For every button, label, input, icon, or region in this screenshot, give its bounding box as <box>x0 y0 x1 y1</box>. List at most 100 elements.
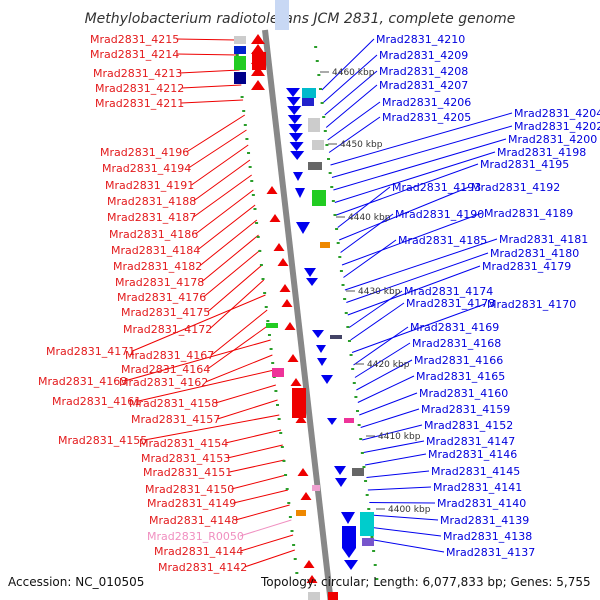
left-gene-label: Mrad2831_4172 <box>123 323 212 336</box>
forward-gene-arrow <box>295 415 307 423</box>
left-gene-label: Mrad2831_4171 <box>46 345 135 358</box>
track-dot <box>263 292 267 294</box>
right-connector <box>334 151 496 203</box>
gene-box <box>234 72 246 84</box>
left-gene-label: Mrad2831_4157 <box>131 413 220 426</box>
track-dot <box>287 502 291 504</box>
reverse-gene-arrow <box>286 88 300 97</box>
gene-box <box>234 56 246 70</box>
right-gene-label: Mrad2831_4193 <box>392 181 481 194</box>
left-gene-label: Mrad2831_4164 <box>121 363 210 376</box>
right-gene-label: Mrad2831_4181 <box>499 233 588 246</box>
left-gene-label: Mrad2831_4182 <box>113 260 202 273</box>
right-connector <box>357 375 415 403</box>
track-dot <box>255 222 259 224</box>
track-dot <box>293 558 297 560</box>
track-dot <box>333 214 337 216</box>
track-dot <box>362 466 366 468</box>
left-connector <box>205 354 273 383</box>
right-connector <box>353 326 409 366</box>
left-connector <box>207 264 263 313</box>
right-connector <box>325 84 378 128</box>
track-dot <box>318 88 322 90</box>
gene-block <box>342 526 356 548</box>
left-connector <box>229 459 285 473</box>
track-dot <box>247 152 251 154</box>
track-dot <box>274 390 278 392</box>
gene-box <box>312 140 324 150</box>
track-dot <box>282 460 286 462</box>
reverse-gene-arrow <box>341 512 355 524</box>
track-dot <box>258 250 262 252</box>
left-connector <box>239 519 292 537</box>
reverse-gene-arrow <box>287 106 302 115</box>
track-dot <box>365 494 369 496</box>
track-dot <box>269 348 273 350</box>
track-dot <box>359 438 363 440</box>
right-connector <box>348 290 403 328</box>
right-gene-label: Mrad2831_4206 <box>382 96 471 109</box>
right-connector <box>328 116 381 153</box>
left-gene-label: Mrad2831_4155 <box>58 434 147 447</box>
reverse-gene-arrow <box>327 418 337 425</box>
track-dot <box>323 130 327 132</box>
reverse-gene-arrow <box>317 358 327 366</box>
reverse-gene-arrow <box>288 124 303 133</box>
forward-gene-arrow <box>251 44 265 54</box>
right-gene-label: Mrad2831_4169 <box>410 321 499 334</box>
gene-box <box>308 118 320 132</box>
right-gene-label: Mrad2831_4209 <box>379 49 468 62</box>
right-connector <box>333 138 507 191</box>
right-gene-label: Mrad2831_4146 <box>428 448 517 461</box>
right-gene-label: Mrad2831_4139 <box>440 514 529 527</box>
reverse-gene-arrow <box>312 330 324 338</box>
left-gene-label: Mrad2831_4149 <box>147 497 236 510</box>
left-connector <box>181 99 244 104</box>
right-connector <box>337 186 391 228</box>
track-dot <box>248 166 252 168</box>
track-dot <box>243 124 247 126</box>
forward-gene-arrow <box>281 299 293 307</box>
left-gene-label: Mrad2831_4153 <box>141 452 230 465</box>
right-connector <box>367 486 432 491</box>
left-gene-label: Mrad2831_R0050 <box>147 530 244 543</box>
left-connector <box>217 399 278 420</box>
gene-box <box>302 98 314 106</box>
forward-gene-arrow <box>266 186 278 194</box>
track-dot <box>373 564 377 566</box>
track-dot <box>347 340 351 342</box>
right-connector <box>336 163 479 216</box>
track-dot <box>352 382 356 384</box>
right-gene-label: Mrad2831_4180 <box>490 247 579 260</box>
track-dot <box>235 54 239 56</box>
gene-block <box>252 52 266 70</box>
left-gene-label: Mrad2831_4148 <box>149 514 238 527</box>
left-connector <box>201 234 259 283</box>
forward-gene-arrow <box>251 34 265 44</box>
left-connector <box>203 249 261 298</box>
reverse-gene-arrow <box>295 188 305 198</box>
track-dot <box>339 270 343 272</box>
left-gene-label: Mrad2831_4194 <box>102 162 191 175</box>
right-connector <box>327 101 381 141</box>
right-connector <box>350 302 405 341</box>
track-dot <box>335 228 339 230</box>
bottom-overflow-mark <box>308 592 320 600</box>
forward-gene-arrow <box>303 560 315 568</box>
left-connector <box>244 549 295 568</box>
left-gene-label: Mrad2831_4186 <box>109 228 198 241</box>
left-connector <box>211 309 268 356</box>
kbp-tick-label: 4440 kbp <box>348 213 391 223</box>
left-connector <box>235 504 290 521</box>
gene-box <box>352 468 364 476</box>
right-gene-label: Mrad2831_4202 <box>514 120 600 133</box>
forward-gene-arrow <box>273 243 285 251</box>
left-gene-label: Mrad2831_4187 <box>107 211 196 224</box>
right-gene-label: Mrad2831_4205 <box>382 111 471 124</box>
right-connector <box>347 265 481 316</box>
track-dot <box>331 200 335 202</box>
kbp-tick-label: 4400 kbp <box>388 505 431 515</box>
right-connector <box>366 470 430 478</box>
right-gene-labels: Mrad2831_4210Mrad2831_4209Mrad2831_4208M… <box>376 33 600 559</box>
left-connector <box>193 159 251 202</box>
